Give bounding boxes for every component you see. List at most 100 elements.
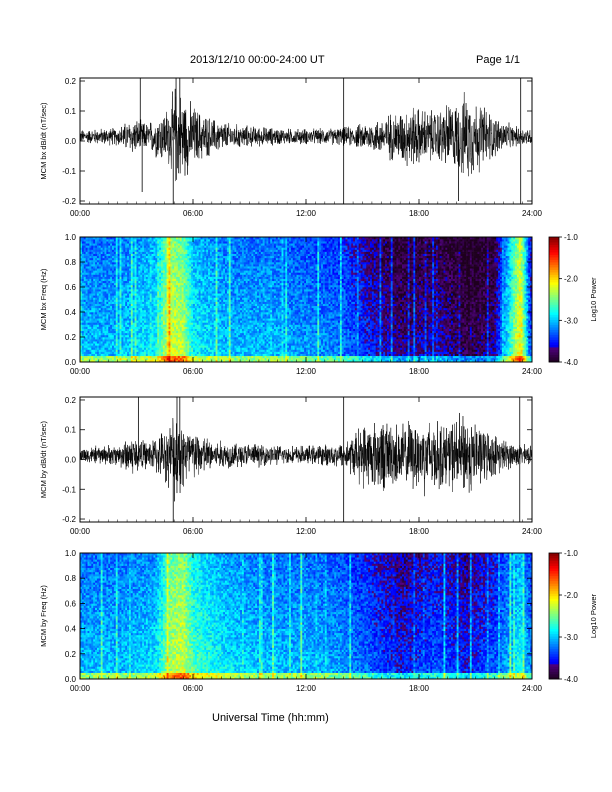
spectrogram-cell (104, 274, 107, 277)
spectrogram-cell (138, 318, 141, 321)
spectrogram-cell (80, 303, 83, 307)
spectrogram-cell (140, 274, 143, 277)
spectrogram-cell (85, 287, 88, 290)
spectrogram-cell (176, 351, 179, 354)
spectrogram-cell (110, 247, 113, 250)
spectrogram-cell (232, 320, 235, 323)
spectrogram-cell (85, 345, 88, 348)
spectrogram-cell (100, 253, 103, 257)
spectrogram-cell (155, 303, 158, 307)
spectrogram-cell (208, 337, 211, 340)
spectrogram-cell (125, 334, 128, 338)
spectrogram-cell (162, 274, 166, 277)
spectrogram-cell (166, 278, 169, 282)
spectrogram-cell (225, 332, 228, 336)
spectrogram-cell (200, 270, 203, 273)
spectrogram-cell (211, 264, 215, 267)
spectrogram-cell (110, 345, 113, 348)
spectrogram-cell (211, 278, 215, 282)
spectrogram-cell (196, 278, 199, 282)
spectrogram-cell (187, 272, 190, 275)
spectrogram-cell (89, 276, 92, 279)
spectrogram-cell (80, 249, 83, 252)
spectrogram-cell (196, 322, 199, 325)
spectrogram-cell (179, 247, 182, 250)
spectrogram-cell (159, 337, 162, 340)
spectrogram-cell (191, 345, 194, 348)
spectrogram-cell (93, 253, 96, 257)
spectrogram-cell (153, 351, 156, 354)
spectrogram-cell (85, 262, 88, 265)
spectrogram-cell (172, 337, 175, 340)
x-tick-label: 06:00 (183, 209, 204, 218)
spectrogram-cell (170, 301, 173, 304)
spectrogram-cell (112, 253, 115, 257)
spectrogram-cell (136, 284, 139, 288)
spectrogram-cell (225, 239, 228, 242)
spectrogram-cell (98, 268, 102, 271)
spectrogram-cell (96, 287, 100, 290)
spectrogram-cell (145, 299, 149, 302)
spectrogram-cell (87, 287, 90, 290)
spectrogram-cell (151, 349, 154, 352)
spectrogram-cell (106, 353, 109, 357)
spectrogram-cell (140, 318, 143, 321)
spectrogram-cell (112, 243, 115, 246)
spectrogram-cell (208, 351, 211, 354)
spectrogram-cell (211, 268, 215, 271)
spectrogram-cell (100, 278, 103, 282)
spectrogram-cell (140, 280, 143, 284)
spectrogram-cell (157, 259, 160, 263)
spectrogram-cell (80, 322, 83, 325)
spectrogram-cell (194, 316, 198, 319)
spectrogram-cell (106, 245, 109, 248)
spectrogram-cell (87, 337, 90, 340)
spectrogram-cell (98, 264, 102, 267)
spectrogram-cell (228, 257, 231, 261)
spectrogram-cell (225, 355, 228, 359)
spectrogram-cell (119, 351, 122, 354)
spectrogram-cell (81, 303, 85, 307)
spectrogram-cell (117, 312, 120, 315)
spectrogram-cell (159, 343, 162, 346)
spectrogram-cell (108, 341, 111, 344)
spectrogram-cell (157, 309, 160, 313)
spectrogram-cell (140, 301, 143, 304)
spectrogram-cell (181, 299, 184, 302)
spectrogram-cell (232, 326, 235, 329)
spectrogram-cell (225, 280, 228, 284)
spectrogram-cell (189, 268, 192, 271)
spectrogram-cell (115, 341, 118, 344)
spectrogram-cell (123, 349, 126, 352)
spectrogram-cell (215, 257, 218, 261)
spectrogram-cell (93, 322, 96, 325)
spectrogram-cell (215, 343, 218, 346)
spectrogram-cell (164, 295, 167, 298)
spectrogram-cell (96, 274, 100, 277)
spectrogram-cell (106, 255, 109, 259)
spectrogram-cell (113, 305, 117, 309)
spectrogram-cell (145, 334, 149, 338)
spectrogram-cell (130, 293, 134, 296)
spectrogram-cell (85, 341, 88, 344)
spectrogram-cell (144, 316, 147, 319)
spectrogram-cell (136, 353, 139, 357)
spectrogram-cell (219, 274, 222, 277)
spectrogram-cell (181, 239, 184, 242)
spectrogram-cell (81, 293, 85, 296)
spectrogram-cell (108, 314, 111, 317)
spectrogram-cell (128, 349, 132, 352)
spectrogram-cell (136, 257, 139, 261)
spectrogram-cell (159, 318, 162, 321)
spectrogram-cell (155, 301, 158, 304)
spectrogram-cell (176, 314, 179, 317)
spectrogram-cell (162, 284, 166, 288)
spectrogram-cell (204, 289, 207, 292)
spectrogram-cell (172, 274, 175, 277)
spectrogram-cell (228, 299, 231, 302)
spectrogram-cell (115, 237, 118, 240)
spectrogram-cell (196, 280, 199, 284)
spectrogram-cell (174, 276, 177, 279)
spectrogram-cell (162, 280, 166, 284)
spectrogram-cell (176, 326, 179, 329)
